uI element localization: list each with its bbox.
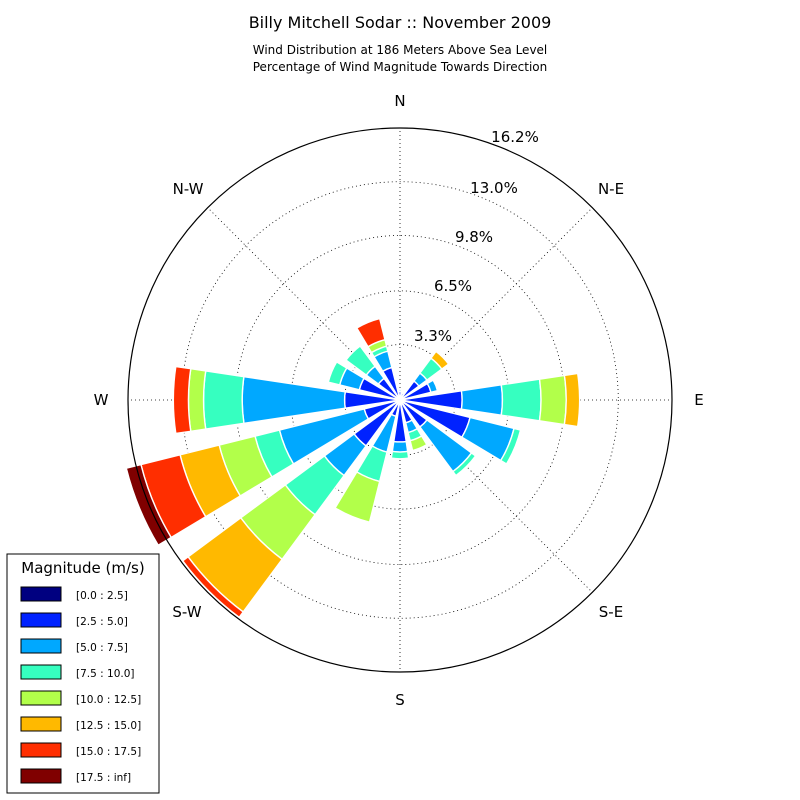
legend-swatch — [20, 742, 62, 758]
wind-rose-bar-segment — [429, 350, 450, 371]
radial-tick-label: 3.3% — [414, 327, 452, 345]
direction-label: W — [94, 391, 109, 409]
angular-gridline — [399, 207, 593, 401]
radial-tick-label: 9.8% — [455, 228, 493, 246]
wind-rose-bar-segment — [499, 427, 522, 465]
wind-rose-bar-segment — [500, 378, 542, 422]
legend-swatch — [20, 716, 62, 732]
legend-entry-label: [10.0 : 12.5] — [76, 694, 141, 706]
legend-title: Magnitude (m/s) — [21, 559, 144, 577]
legend-entry-label: [12.5 : 15.0] — [76, 720, 141, 732]
wind-rose-bar-segment — [409, 435, 428, 452]
wind-rose-bar-segment — [538, 374, 567, 426]
wind-rose-bar-segment — [327, 360, 348, 386]
wind-rose-bar-segment — [390, 450, 410, 460]
legend-swatch — [20, 638, 62, 654]
legend-swatch — [20, 768, 62, 784]
legend-entry-label: [2.5 : 5.0] — [76, 616, 128, 628]
wind-rose-bar-segment — [202, 370, 245, 430]
angular-gridline — [399, 399, 593, 593]
chart-title: Billy Mitchell Sodar :: November 2009 — [249, 13, 552, 32]
radial-tick-label: 16.2% — [491, 128, 539, 146]
chart-subtitle-line-2: Percentage of Wind Magnitude Towards Dir… — [253, 60, 547, 74]
legend-swatch — [20, 664, 62, 680]
legend-entries: [0.0 : 2.5] [2.5 : 5.0] [5.0 : 7.5] [7.5 : … — [20, 586, 141, 784]
direction-label: S — [395, 691, 405, 709]
wind-rose-bar-segment — [391, 440, 409, 453]
wind-rose-bar-segment — [451, 451, 477, 477]
wind-rose-bar-segment — [181, 555, 245, 619]
legend-entry-label: [17.5 : inf] — [76, 772, 131, 784]
direction-label: N-W — [173, 180, 204, 198]
wind-rose-bar-segment — [397, 389, 403, 393]
radial-tick-labels: 3.3% 6.5% 9.8% 13.0% 16.2% — [414, 128, 539, 345]
wind-rose-bar-segment — [563, 372, 581, 428]
radial-tick-label: 13.0% — [470, 179, 518, 197]
wind-rose-bar-segment — [187, 367, 207, 433]
chart-subtitle-line-1: Wind Distribution at 186 Meters Above Se… — [253, 43, 548, 57]
angular-gridline — [207, 207, 401, 401]
radial-gridline — [181, 181, 619, 619]
direction-labels: N N-E E S-E S S-W W N-W — [94, 92, 704, 709]
wind-rose-bar-segment — [334, 470, 381, 524]
wind-rose-bar-segment — [172, 365, 192, 435]
direction-label: E — [694, 391, 703, 409]
direction-label: S-W — [172, 603, 201, 621]
wind-rose-bar-segment — [345, 345, 377, 377]
direction-label: N — [394, 92, 405, 110]
radial-tick-label: 6.5% — [434, 277, 472, 295]
direction-label: N-E — [598, 180, 624, 198]
legend-swatch — [20, 690, 62, 706]
legend-entry-label: [15.0 : 17.5] — [76, 746, 141, 758]
legend-entry-label: [7.5 : 10.0] — [76, 668, 134, 680]
legend-entry-label: [0.0 : 2.5] — [76, 590, 128, 602]
wind-rose-bars — [125, 317, 581, 619]
chart-legend: Magnitude (m/s) [0.0 : 2.5] [2.5 : 5.0] [5… — [6, 553, 160, 794]
legend-swatch — [20, 586, 62, 602]
direction-label: S-E — [599, 603, 623, 621]
wind-rose-bar-segment — [355, 317, 386, 348]
polar-frame — [127, 127, 673, 673]
legend-entry-label: [5.0 : 7.5] — [76, 642, 128, 654]
wind-rose-bar-segment — [460, 384, 504, 416]
wind-rose-bar-segment — [426, 379, 439, 394]
legend-swatch — [20, 612, 62, 628]
